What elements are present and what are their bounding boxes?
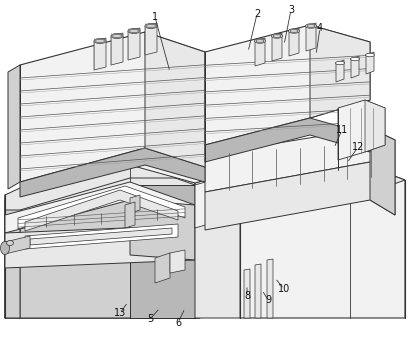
Polygon shape <box>155 253 170 283</box>
Polygon shape <box>18 186 184 229</box>
Polygon shape <box>195 172 239 228</box>
Text: 9: 9 <box>264 295 270 305</box>
Polygon shape <box>305 23 315 51</box>
Polygon shape <box>111 33 123 65</box>
Polygon shape <box>25 190 178 231</box>
Ellipse shape <box>111 34 123 39</box>
Polygon shape <box>350 56 358 78</box>
Polygon shape <box>5 225 195 268</box>
Polygon shape <box>239 160 404 318</box>
Ellipse shape <box>146 24 155 28</box>
Polygon shape <box>309 25 369 118</box>
Polygon shape <box>364 100 384 152</box>
Polygon shape <box>204 128 394 192</box>
Ellipse shape <box>129 29 138 33</box>
Polygon shape <box>130 165 200 318</box>
Polygon shape <box>5 195 20 318</box>
Polygon shape <box>288 28 298 56</box>
Polygon shape <box>5 165 200 217</box>
Text: 8: 8 <box>243 291 249 301</box>
Text: 11: 11 <box>335 125 347 135</box>
Ellipse shape <box>94 39 106 44</box>
Polygon shape <box>125 202 135 228</box>
Text: 12: 12 <box>351 142 363 152</box>
Ellipse shape <box>364 53 373 57</box>
Text: 6: 6 <box>175 318 181 328</box>
Polygon shape <box>5 182 195 233</box>
Text: 3: 3 <box>287 5 293 15</box>
Ellipse shape <box>271 34 282 38</box>
Ellipse shape <box>350 57 359 61</box>
Polygon shape <box>5 205 200 318</box>
Ellipse shape <box>95 39 104 43</box>
Polygon shape <box>204 118 369 162</box>
Polygon shape <box>128 28 139 60</box>
Polygon shape <box>369 128 394 215</box>
Polygon shape <box>254 38 264 66</box>
Polygon shape <box>130 195 139 213</box>
Polygon shape <box>5 155 195 210</box>
Polygon shape <box>145 32 204 167</box>
Polygon shape <box>239 160 404 210</box>
Text: 2: 2 <box>253 9 259 19</box>
Text: 5: 5 <box>146 314 153 324</box>
Polygon shape <box>5 160 195 318</box>
Polygon shape <box>337 100 384 160</box>
Polygon shape <box>8 65 20 189</box>
Polygon shape <box>195 170 239 318</box>
Polygon shape <box>20 162 195 220</box>
Ellipse shape <box>289 29 297 33</box>
Text: 10: 10 <box>277 284 290 294</box>
Ellipse shape <box>306 24 314 28</box>
Ellipse shape <box>305 24 316 28</box>
Polygon shape <box>266 259 272 318</box>
Polygon shape <box>20 185 195 318</box>
Ellipse shape <box>254 39 265 43</box>
Text: 1: 1 <box>152 12 158 22</box>
Polygon shape <box>204 25 369 145</box>
Ellipse shape <box>272 34 280 38</box>
Ellipse shape <box>7 240 13 246</box>
Polygon shape <box>30 228 172 245</box>
Polygon shape <box>335 60 343 82</box>
Ellipse shape <box>288 29 299 33</box>
Polygon shape <box>94 38 106 70</box>
Polygon shape <box>204 162 394 230</box>
Polygon shape <box>130 185 195 318</box>
Polygon shape <box>145 23 157 55</box>
Polygon shape <box>130 150 239 183</box>
Polygon shape <box>20 148 204 197</box>
Ellipse shape <box>145 23 157 29</box>
Polygon shape <box>25 224 178 249</box>
Ellipse shape <box>0 241 9 255</box>
Polygon shape <box>254 264 261 318</box>
Polygon shape <box>271 33 281 61</box>
Ellipse shape <box>255 40 263 42</box>
Polygon shape <box>130 200 195 260</box>
Polygon shape <box>5 236 30 254</box>
Polygon shape <box>20 32 204 182</box>
Ellipse shape <box>128 29 139 34</box>
Polygon shape <box>170 250 184 273</box>
Polygon shape <box>365 52 373 74</box>
Ellipse shape <box>112 34 121 38</box>
Ellipse shape <box>335 61 344 65</box>
Text: 13: 13 <box>114 308 126 318</box>
Text: 4: 4 <box>316 23 322 33</box>
Polygon shape <box>243 269 249 318</box>
